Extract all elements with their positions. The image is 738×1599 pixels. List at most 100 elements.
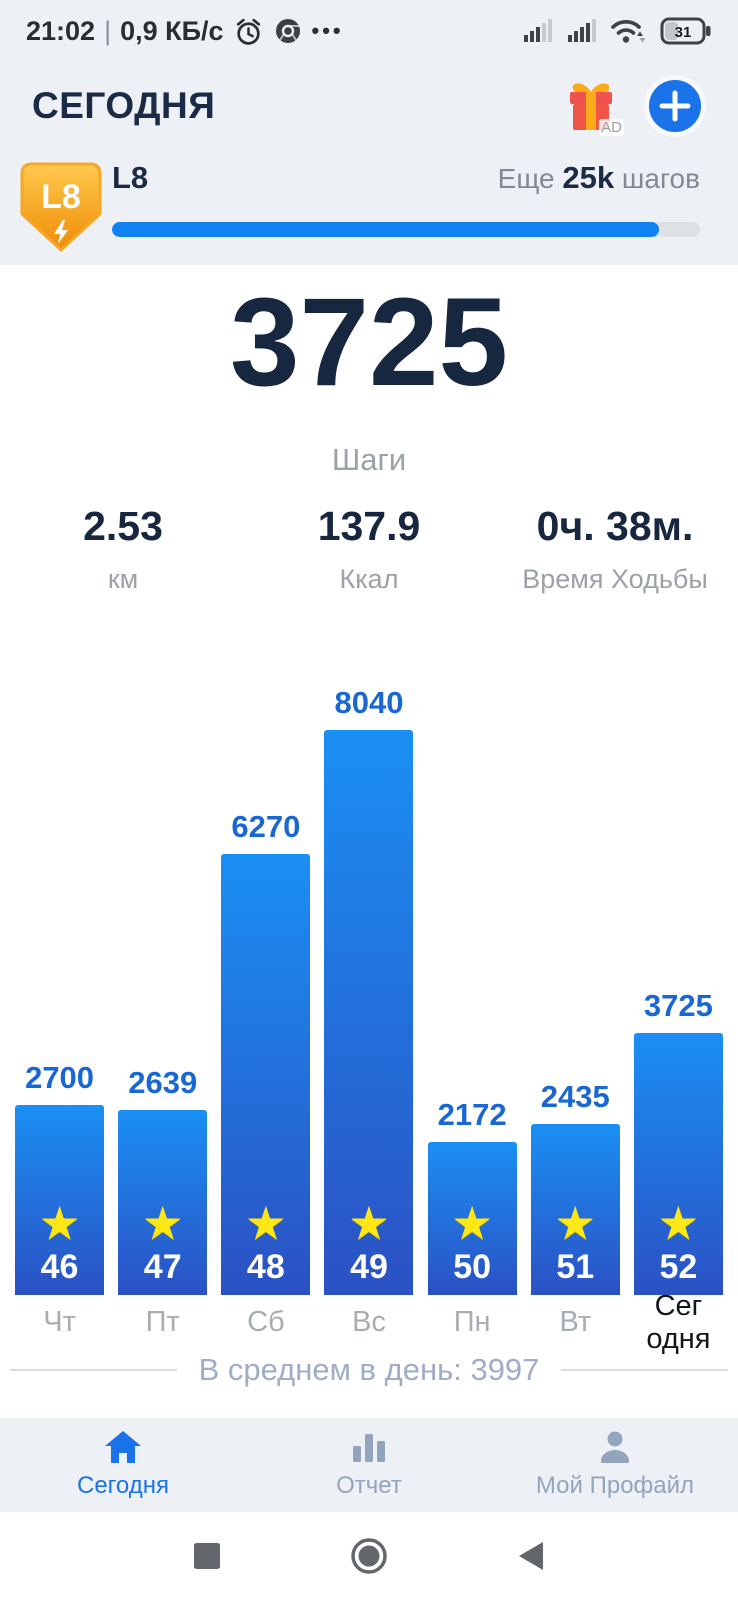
day-label[interactable]: Пт [145, 1306, 180, 1339]
alarm-icon [236, 18, 260, 45]
back-button[interactable] [511, 1536, 551, 1576]
steps-count-label: Шаги [331, 442, 407, 477]
average-steps-text: В среднем в день: 3997 [198, 1352, 540, 1387]
back-triangle-icon [519, 1541, 543, 1570]
average-divider-right [561, 1369, 728, 1371]
level-title: L8 [112, 160, 149, 195]
steps-remaining-value: 25k [562, 160, 615, 195]
home-circle-icon [351, 1537, 387, 1574]
level-section: L8 L8 Еще 25k шагов [0, 152, 738, 265]
status-divider: | [104, 15, 112, 46]
chart-column: 2435 ★ 51 [524, 1079, 627, 1295]
steps-remaining-text: Еще 25k шагов [497, 160, 700, 195]
tab-report[interactable]: Отчет [246, 1418, 492, 1512]
week-badge-number: 46 [40, 1248, 79, 1286]
battery-icon: 31 [660, 17, 711, 45]
steps-count: 3725 [229, 273, 509, 412]
level-badge[interactable]: L8 [20, 162, 102, 254]
week-badge-number: 52 [659, 1248, 698, 1286]
day-label[interactable]: Сег одня [646, 1289, 711, 1355]
bottom-nav: Сегодня Отчет Мой Профайл [0, 1418, 738, 1512]
app-header: СЕГОДНЯ AD [0, 62, 738, 150]
stat-walk-time: 0ч. 38м. Время Ходьбы [492, 503, 738, 595]
week-badge-number: 50 [453, 1248, 492, 1286]
day-label[interactable]: Вт [559, 1306, 592, 1339]
steps-bar[interactable]: ★ 52 [633, 1033, 723, 1295]
steps-bar[interactable]: ★ 51 [530, 1124, 620, 1295]
chart-column: 3725 ★ 52 [627, 988, 730, 1295]
bar-value-label: 8040 [334, 685, 404, 720]
tab-profile[interactable]: Мой Профайл [492, 1418, 738, 1512]
steps-bar[interactable]: ★ 50 [427, 1142, 517, 1295]
distance-value: 2.53 [83, 503, 163, 549]
cell-signal-icon-sim2 [568, 19, 596, 42]
chart-column: 8040 ★ 49 [317, 685, 420, 1295]
profile-icon [601, 1431, 629, 1463]
average-divider-left [10, 1369, 177, 1371]
chrome-icon [275, 19, 300, 44]
walk-time-value: 0ч. 38м. [536, 503, 694, 549]
week-badge-number: 48 [246, 1248, 285, 1286]
day-label[interactable]: Чт [43, 1306, 76, 1339]
star-icon: ★ [657, 1197, 700, 1249]
chart-column: 6270 ★ 48 [214, 809, 317, 1295]
tab-today-label: Сегодня [77, 1472, 169, 1499]
bar-value-label: 2435 [540, 1079, 610, 1114]
tab-profile-label: Мой Профайл [535, 1472, 695, 1499]
day-label[interactable]: Сб [247, 1306, 285, 1339]
calories-label: Ккал [339, 564, 399, 594]
distance-label: км [107, 564, 139, 594]
star-icon: ★ [38, 1197, 81, 1249]
walk-time-label: Время Ходьбы [522, 564, 708, 594]
home-icon [105, 1431, 141, 1463]
chart-column: 2700 ★ 46 [8, 1060, 111, 1295]
chart-column: 2639 ★ 47 [111, 1065, 214, 1295]
day-label[interactable]: Вс [352, 1306, 386, 1339]
gift-ad-button[interactable]: AD [564, 78, 624, 136]
stat-calories: 137.9 Ккал [246, 503, 492, 595]
level-progress-track [112, 222, 700, 237]
steps-bar[interactable]: ★ 46 [15, 1105, 105, 1295]
week-badge-number: 51 [556, 1248, 595, 1286]
recents-square-icon [194, 1542, 220, 1569]
battery-percent-text: 31 [675, 24, 692, 41]
steps-bar[interactable]: ★ 49 [324, 730, 414, 1295]
week-badge-number: 47 [143, 1248, 182, 1286]
notification-dots-icon: ••• [311, 18, 344, 43]
stat-distance: 2.53 км [0, 503, 246, 595]
plus-icon [659, 90, 691, 122]
level-progress-fill [112, 222, 659, 237]
star-icon: ★ [451, 1197, 493, 1249]
tab-today[interactable]: Сегодня [0, 1418, 246, 1512]
calories-value: 137.9 [317, 503, 421, 549]
clock-time: 21:02 [26, 15, 96, 46]
android-navigation-bar [0, 1512, 738, 1599]
bar-value-label: 3725 [643, 988, 713, 1023]
bar-value-label: 2700 [25, 1060, 95, 1095]
week-badge-number: 49 [350, 1248, 388, 1286]
chart-column: 2172 ★ 50 [421, 1097, 524, 1295]
recents-button[interactable] [187, 1536, 227, 1576]
star-icon: ★ [142, 1197, 184, 1249]
cell-signal-icon-sim1 [524, 19, 552, 42]
steps-bar[interactable]: ★ 47 [118, 1110, 208, 1295]
average-row: В среднем в день: 3997 [0, 1346, 738, 1394]
home-button[interactable] [349, 1536, 389, 1576]
steps-bar-chart: 2700 ★ 46 2639 ★ 47 6270 ★ 48 8040 ★ 49 2172 ★ 50 2435 ★… [8, 650, 730, 1295]
add-steps-button[interactable] [644, 75, 706, 137]
status-left: 21:02 | 0,9 КБ/с ••• [26, 16, 344, 47]
status-right: 31 [522, 16, 712, 46]
star-icon: ★ [245, 1197, 287, 1249]
level-shield-icon [20, 162, 102, 253]
bar-value-label: 2172 [437, 1097, 507, 1132]
stats-row: 2.53 км 137.9 Ккал 0ч. 38м. Время Ходьбы [0, 503, 738, 595]
bar-value-label: 2639 [128, 1065, 198, 1100]
star-icon: ★ [554, 1197, 596, 1249]
level-badge-text: L8 [41, 178, 81, 216]
page-title: СЕГОДНЯ [32, 85, 216, 126]
bar-value-label: 6270 [231, 809, 301, 844]
steps-bar[interactable]: ★ 48 [221, 854, 311, 1295]
day-label[interactable]: Пн [453, 1306, 491, 1339]
tab-report-label: Отчет [336, 1472, 402, 1499]
